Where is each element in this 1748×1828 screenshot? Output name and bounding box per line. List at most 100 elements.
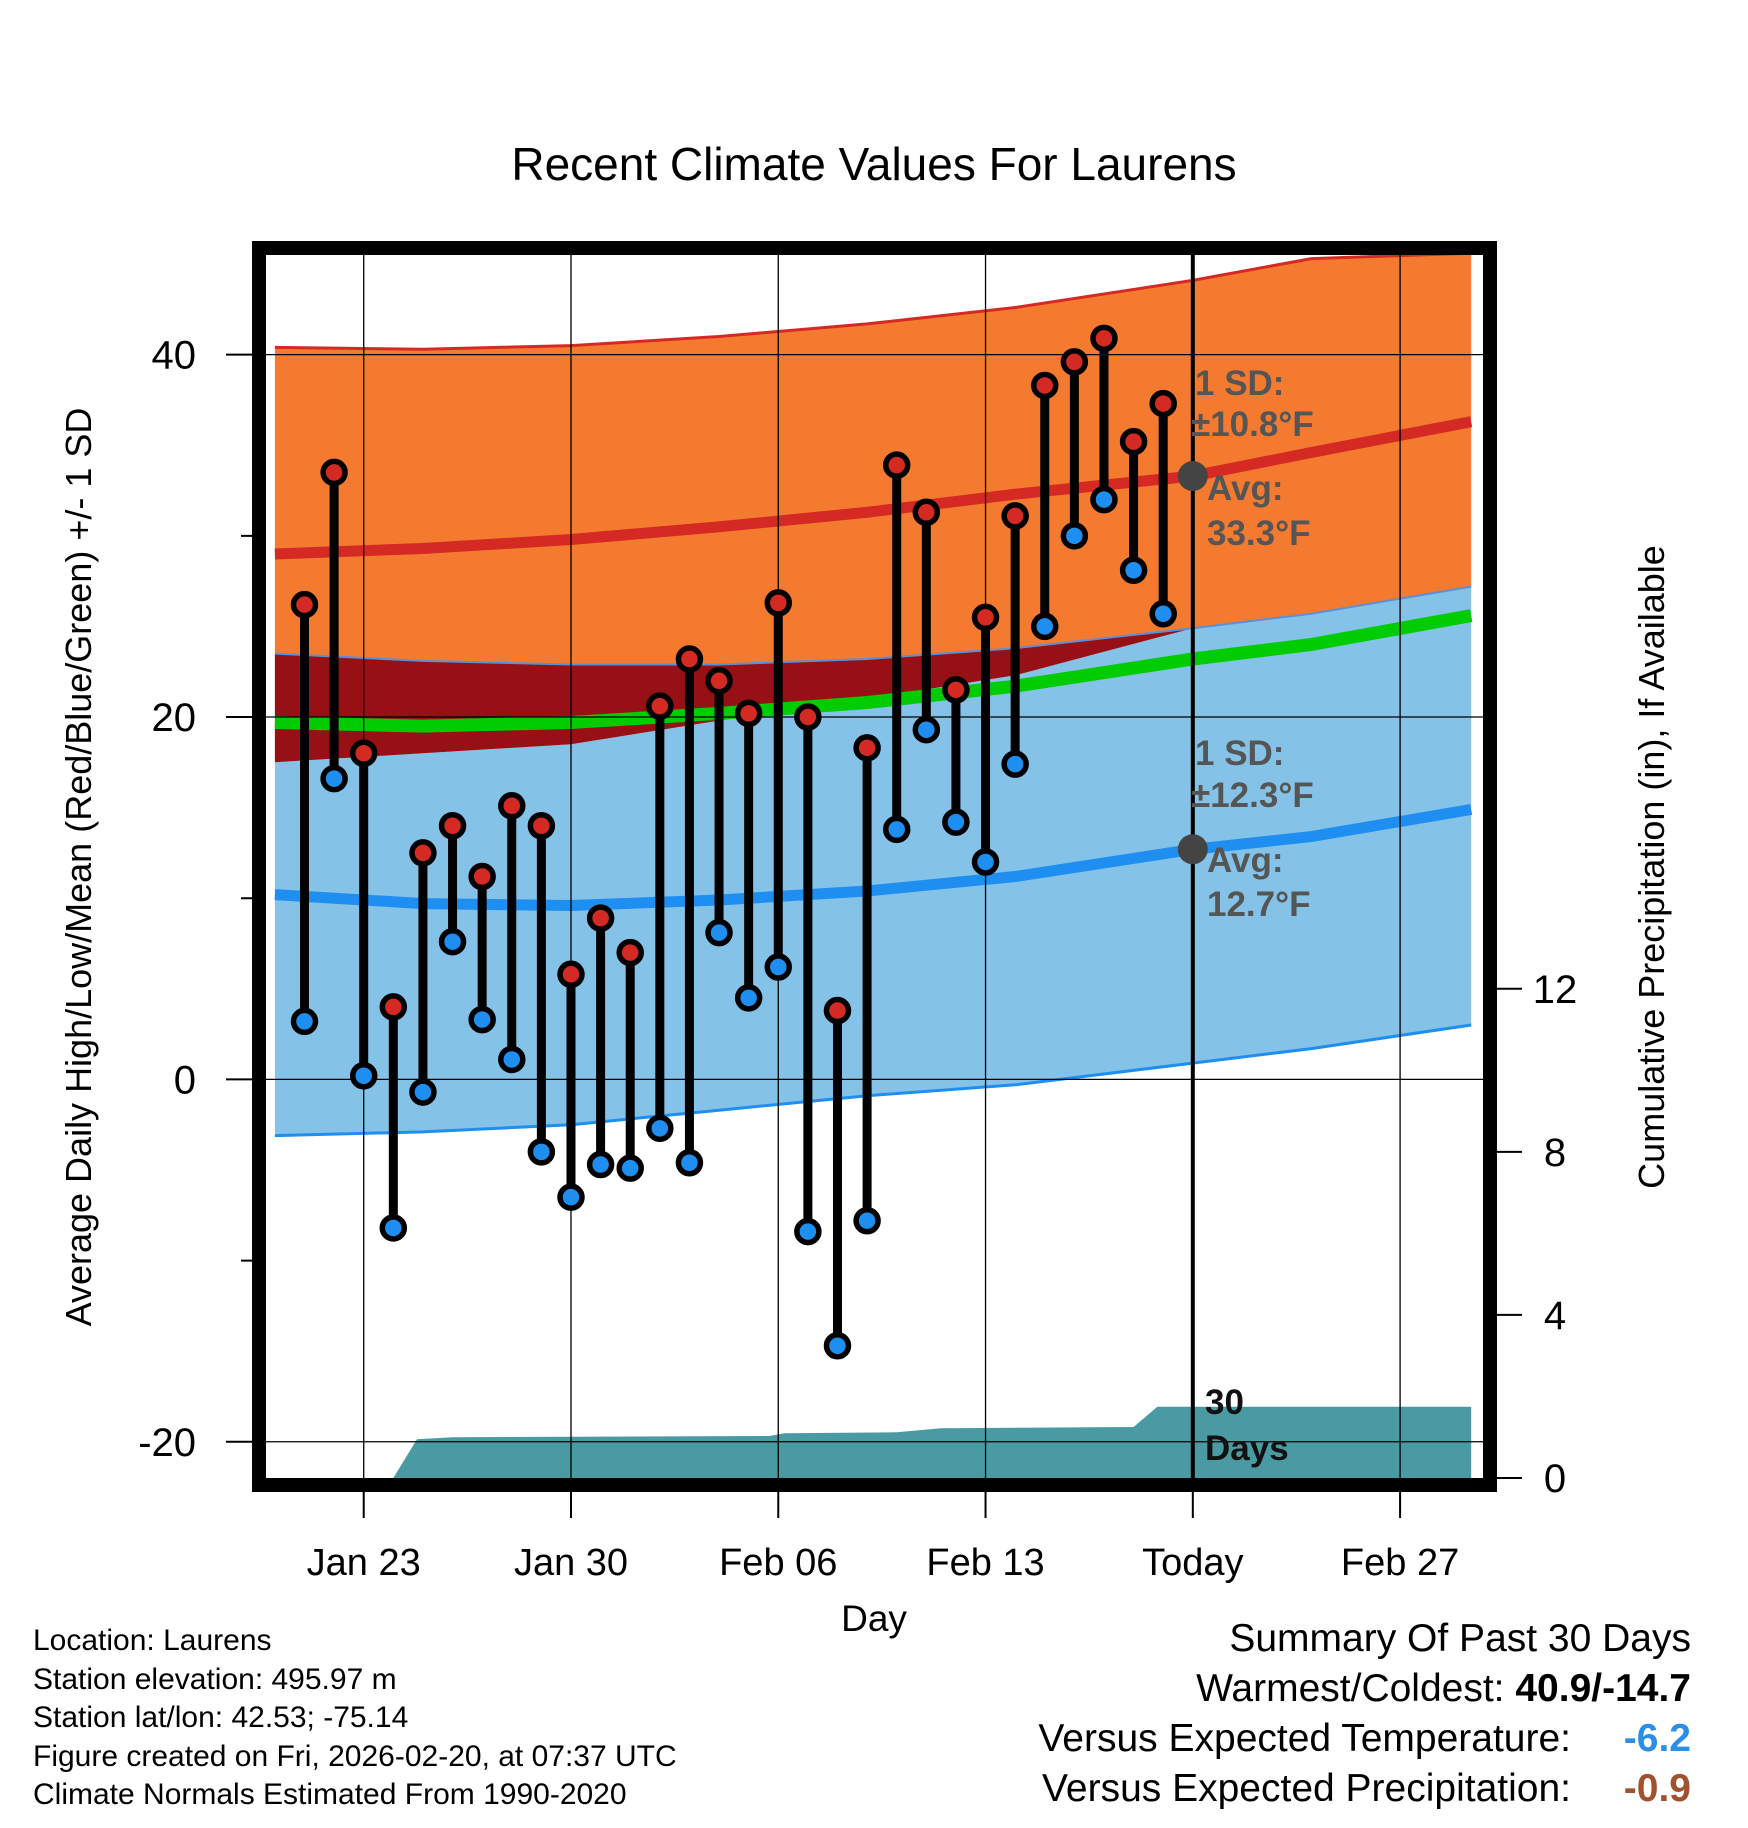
y2-tick-label: 4 (1544, 1294, 1566, 1338)
daily-max-point (586, 904, 615, 932)
daily-bar (616, 938, 644, 1182)
low-avg-value: 12.7°F (1207, 885, 1311, 924)
daily-min-point (616, 1154, 644, 1182)
daily-min-point (1149, 599, 1177, 628)
daily-min-point (1031, 612, 1059, 641)
daily-min-point (764, 953, 793, 981)
low-avg-label: Avg: (1207, 841, 1283, 880)
x-tick-label: Today (1142, 1542, 1243, 1584)
daily-bar (853, 734, 881, 1235)
daily-min-point (794, 1217, 822, 1246)
y-tick-label: -20 (138, 1421, 196, 1465)
y-tick-label: 40 (152, 334, 197, 378)
daily-max-point (1119, 427, 1148, 456)
precip-days-unit: Days (1205, 1429, 1289, 1468)
daily-bar (1060, 348, 1089, 550)
daily-bar (409, 839, 437, 1106)
daily-max-point (823, 996, 852, 1025)
daily-min-point (586, 1150, 615, 1179)
daily-bar (320, 458, 348, 793)
daily-bar (734, 699, 763, 1012)
plot-frame (252, 241, 1497, 1492)
axes: -20 0 20 40 0 4 8 12 Jan 23 Jan 30 Feb 06 Feb 13 Tod… (138, 334, 1577, 1584)
elevation-text: Station elevation: 495.97 m (33, 1662, 397, 1696)
daily-bar (675, 645, 704, 1177)
daily-bar (705, 667, 733, 947)
daily-bar (912, 498, 941, 744)
daily-max-point (527, 811, 556, 840)
daily-min-point (823, 1331, 852, 1360)
high-sd-label: 1 SD: (1195, 364, 1284, 403)
daily-max-point (379, 993, 408, 1021)
summary-heading: Summary Of Past 30 Days (1229, 1617, 1691, 1660)
daily-max-point (853, 734, 881, 762)
daily-min-point (705, 918, 733, 947)
y2-axis-label: Cumulative Precipitation (in), If Availa… (1631, 545, 1672, 1189)
daily-max-point (409, 839, 437, 867)
daily-max-point (1031, 371, 1059, 400)
temp-departure-row: Versus Expected Temperature: -6.2 (1038, 1714, 1691, 1764)
low-sd-label: 1 SD: (1195, 734, 1284, 773)
daily-bar (586, 904, 615, 1179)
daily-bar (498, 792, 526, 1074)
y-tick-label: 0 (174, 1058, 196, 1102)
daily-bar (1119, 427, 1148, 585)
daily-max-point (557, 960, 585, 989)
latlon-text: Station lat/lon: 42.53; -75.14 (33, 1701, 409, 1734)
high-avg-value: 33.3°F (1207, 514, 1311, 553)
location-text: Location: Laurens (33, 1624, 272, 1657)
x-tick-label: Feb 27 (1341, 1542, 1459, 1584)
daily-bar (349, 739, 378, 1090)
daily-bar (438, 811, 467, 956)
daily-max-point (794, 703, 822, 731)
daily-bar (823, 996, 852, 1360)
daily-min-point (1119, 556, 1148, 585)
daily-max-point (912, 498, 941, 527)
daily-min-point (1001, 750, 1029, 778)
x-tick-label: Jan 23 (307, 1542, 421, 1584)
y-axis-label: Average Daily High/Low/Mean (Red/Blue/Gr… (58, 408, 99, 1327)
daily-min-point (1060, 522, 1089, 550)
daily-min-point (882, 815, 911, 844)
daily-max-point (734, 699, 763, 728)
precip-departure-value: -0.9 (1623, 1767, 1691, 1810)
y-tick-label: 20 (152, 696, 197, 740)
daily-bar (379, 993, 408, 1242)
daily-max-point (971, 603, 1000, 632)
chart-title: Recent Climate Values For Laurens (511, 138, 1236, 190)
daily-min-point (409, 1078, 437, 1106)
daily-bar (1149, 389, 1177, 628)
daily-bar (794, 703, 822, 1246)
daily-max-point (616, 938, 644, 967)
daily-min-point (646, 1114, 674, 1143)
today-normal-high-dot (1177, 461, 1208, 492)
daily-min-point (349, 1062, 378, 1090)
x-axis-label: Day (841, 1598, 907, 1639)
daily-min-point (379, 1214, 408, 1242)
daily-min-point (557, 1183, 585, 1211)
y2-tick-label: 0 (1544, 1457, 1566, 1501)
daily-bar (1031, 371, 1059, 641)
daily-min-point (320, 764, 348, 793)
normals-text: Climate Normals Estimated From 1990-2020 (33, 1778, 627, 1811)
temp-departure-label: Versus Expected Temperature: (1038, 1717, 1571, 1760)
daily-max-point (290, 590, 319, 619)
normal-high-sd-band (274, 255, 1472, 665)
precip-departure-row: Versus Expected Precipitation: -0.9 (1038, 1764, 1691, 1814)
y2-tick-label: 8 (1544, 1131, 1566, 1175)
daily-bar (764, 589, 793, 981)
daily-min-point (438, 927, 467, 956)
daily-bar (971, 603, 1000, 876)
daily-max-point (498, 792, 526, 820)
daily-bar (527, 811, 556, 1166)
low-sd-value: ±12.3°F (1191, 776, 1314, 815)
normal-high-upper-line (274, 255, 1463, 351)
daily-max-point (646, 692, 674, 720)
daily-min-point (734, 984, 763, 1012)
daily-temperature-bars (290, 324, 1177, 1360)
daily-bar (1090, 324, 1118, 514)
daily-bar (882, 451, 911, 844)
warm-cold-row: Warmest/Coldest: 40.9/-14.7 (1038, 1664, 1691, 1714)
temp-departure-value: -6.2 (1623, 1717, 1691, 1760)
